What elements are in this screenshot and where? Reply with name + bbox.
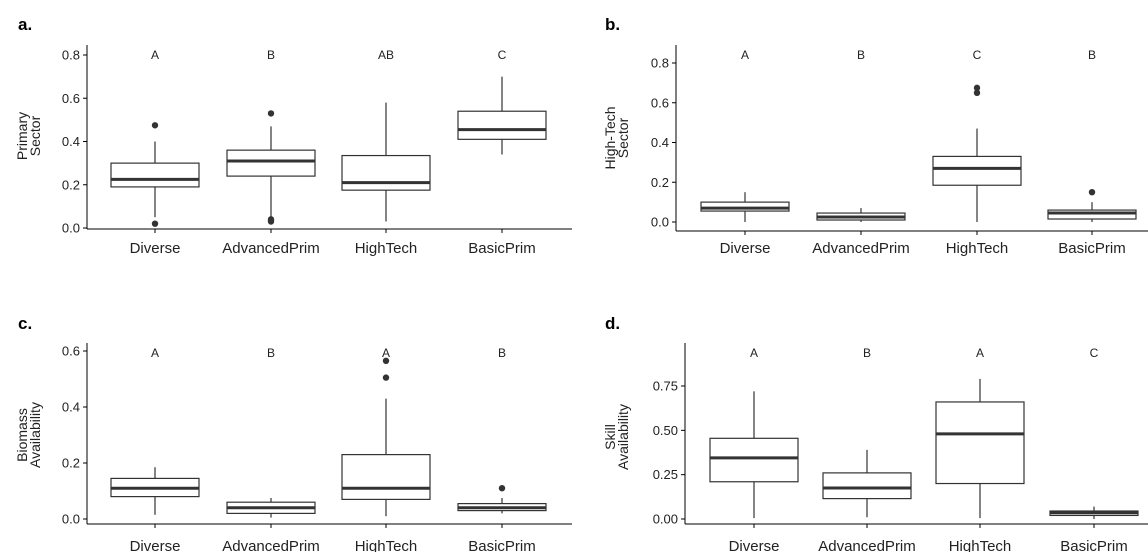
y-axis-label-line: Primary [14, 112, 30, 160]
x-tick-label: Diverse [130, 538, 181, 552]
x-tick-label: AdvancedPrim [222, 538, 320, 552]
panel-letter: c. [18, 314, 32, 333]
significance-letter: A [151, 48, 159, 62]
significance-letter: B [1088, 48, 1096, 62]
significance-letter: A [151, 346, 159, 360]
y-tick-label: 0.4 [62, 400, 80, 415]
significance-letter: A [382, 346, 390, 360]
iqr-box [709, 437, 799, 483]
panel-a: a. PrimarySector 0.0 0.2 0.4 0.6 0.8 Diverse A Ad… [14, 15, 572, 257]
outlier-point [382, 357, 390, 364]
y-axis-label-line: Skill [602, 424, 618, 450]
y-axis-label: SkillAvailability [602, 404, 631, 470]
iqr-box [341, 454, 431, 501]
x-tick-label: Diverse [130, 240, 181, 257]
x-tick-label: HighTech [946, 240, 1009, 257]
outlier-point [267, 110, 275, 117]
outlier-point [973, 89, 981, 97]
x-tick-label: Diverse [729, 538, 780, 552]
panel-b: b. High-TechSector 0.0 0.2 0.4 0.6 0.8 Diverse A… [602, 15, 1148, 257]
panel-c: c. BiomassAvailability 0.0 0.2 0.4 0.6 Diverse… [14, 314, 572, 552]
significance-letter: C [498, 48, 507, 62]
significance-letter: B [857, 48, 865, 62]
y-tick-label: 0.75 [653, 379, 678, 394]
x-tick-label: BasicPrim [468, 538, 536, 552]
x-tick-label: HighTech [355, 538, 418, 552]
iqr-box [341, 154, 431, 191]
y-axis-label-line: Sector [27, 115, 43, 156]
y-axis-label: BiomassAvailability [14, 402, 43, 468]
y-tick-label: 0.6 [651, 95, 669, 110]
y-axis-label: PrimarySector [14, 112, 43, 160]
y-tick-label: 0.6 [62, 344, 80, 359]
y-axis-label-line: Availability [27, 402, 43, 468]
panel-letter: d. [605, 314, 620, 333]
significance-letter: B [267, 48, 275, 62]
x-tick-label: Diverse [720, 240, 771, 257]
significance-letter: C [1090, 346, 1099, 360]
outlier-point [151, 122, 159, 129]
panel-d: d. SkillAvailability 0.00 0.25 0.50 0.75 Diver… [602, 314, 1148, 552]
y-tick-label: 0.6 [62, 91, 80, 106]
y-tick-label: 0.2 [62, 456, 80, 471]
significance-letter: A [750, 346, 758, 360]
y-tick-label: 0.25 [653, 467, 678, 482]
y-axis-label-line: Sector [615, 117, 631, 158]
panel-letter: a. [18, 15, 32, 34]
x-tick-label: AdvancedPrim [818, 538, 916, 552]
y-axis-label: High-TechSector [602, 106, 631, 169]
outlier-point [498, 485, 506, 492]
y-tick-label: 0.00 [653, 512, 678, 527]
iqr-box [226, 149, 316, 177]
y-tick-label: 0.0 [62, 221, 80, 236]
significance-letter: B [498, 346, 506, 360]
outlier-point [151, 220, 159, 227]
y-tick-label: 0.50 [653, 423, 678, 438]
y-axis-label-line: Availability [615, 404, 631, 470]
significance-letter: B [267, 346, 275, 360]
outlier-point [1088, 188, 1096, 196]
y-tick-label: 0.2 [62, 177, 80, 192]
y-tick-label: 0.0 [62, 512, 80, 527]
significance-letter: AB [378, 48, 394, 62]
y-axis-label-line: High-Tech [602, 106, 618, 169]
y-tick-label: 0.0 [651, 215, 669, 230]
significance-letter: C [973, 48, 982, 62]
x-tick-label: BasicPrim [468, 240, 536, 257]
x-tick-label: HighTech [355, 240, 418, 257]
y-tick-label: 0.4 [651, 135, 669, 150]
x-tick-label: BasicPrim [1058, 240, 1126, 257]
outlier-point [973, 84, 981, 92]
outlier-point [267, 218, 275, 225]
iqr-box [822, 472, 912, 500]
iqr-box [457, 110, 547, 140]
outlier-point [382, 374, 390, 381]
x-tick-label: BasicPrim [1060, 538, 1128, 552]
x-tick-label: AdvancedPrim [222, 240, 320, 257]
x-tick-label: HighTech [949, 538, 1012, 552]
iqr-box [935, 401, 1025, 485]
y-tick-label: 0.8 [62, 48, 80, 63]
significance-letter: B [863, 346, 871, 360]
iqr-box [932, 155, 1022, 186]
y-tick-label: 0.8 [651, 56, 669, 71]
y-tick-label: 0.2 [651, 175, 669, 190]
significance-letter: A [976, 346, 984, 360]
iqr-box [110, 162, 200, 188]
y-tick-label: 0.4 [62, 134, 80, 149]
panel-letter: b. [605, 15, 620, 34]
y-axis-label-line: Biomass [14, 408, 30, 462]
significance-letter: A [741, 48, 749, 62]
x-tick-label: AdvancedPrim [812, 240, 910, 257]
